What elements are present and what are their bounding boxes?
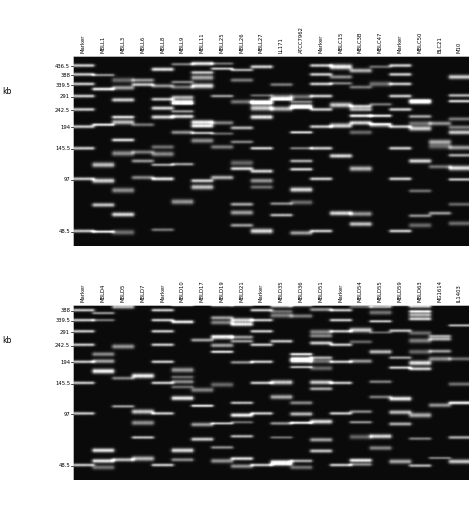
Text: MG1614: MG1614 — [437, 280, 442, 302]
Text: MBLL6: MBLL6 — [140, 36, 145, 53]
Text: MBLD51: MBLD51 — [319, 280, 323, 302]
Text: MBLD19: MBLD19 — [219, 280, 224, 302]
Text: MBLL11: MBLL11 — [200, 33, 205, 53]
Text: 339.5: 339.5 — [55, 83, 70, 87]
Text: 194: 194 — [60, 360, 70, 365]
Text: MBLL25: MBLL25 — [219, 33, 224, 53]
Text: MBLC3B: MBLC3B — [358, 32, 363, 53]
Text: 97: 97 — [64, 411, 70, 417]
Text: MBLD55: MBLD55 — [378, 280, 383, 302]
Text: Marker: Marker — [160, 284, 165, 302]
Text: 242.5: 242.5 — [55, 108, 70, 113]
Text: ATCC7962: ATCC7962 — [299, 26, 303, 53]
Text: Marker: Marker — [319, 35, 323, 53]
Text: BLC21: BLC21 — [437, 37, 442, 53]
Text: MBLD5: MBLD5 — [120, 284, 126, 302]
Text: 436.5: 436.5 — [55, 64, 70, 69]
Text: MBLD36: MBLD36 — [299, 280, 303, 302]
Text: MBLL1: MBLL1 — [100, 36, 106, 53]
Text: MBLL26: MBLL26 — [239, 33, 244, 53]
Text: M10: M10 — [457, 42, 462, 53]
Text: Marker: Marker — [338, 284, 343, 302]
Text: LL171: LL171 — [279, 38, 284, 53]
Text: MBLL3: MBLL3 — [120, 36, 126, 53]
Text: 388: 388 — [60, 308, 70, 313]
Text: kb: kb — [2, 87, 12, 96]
Text: 48.5: 48.5 — [58, 229, 70, 234]
Text: MBLC47: MBLC47 — [378, 32, 383, 53]
Text: 339.5: 339.5 — [55, 318, 70, 323]
Text: 291: 291 — [60, 330, 70, 335]
Text: Marker: Marker — [81, 284, 86, 302]
Text: MBLD21: MBLD21 — [239, 280, 244, 302]
Text: 194: 194 — [60, 125, 70, 130]
Text: MBLC50: MBLC50 — [417, 32, 422, 53]
Text: 291: 291 — [60, 94, 70, 99]
Text: MBLD4: MBLD4 — [100, 284, 106, 302]
Text: MBLD63: MBLD63 — [417, 280, 422, 302]
Text: MBLL8: MBLL8 — [160, 36, 165, 53]
Text: MBLD59: MBLD59 — [398, 280, 402, 302]
Text: MBLD54: MBLD54 — [358, 280, 363, 302]
Text: 145.5: 145.5 — [55, 382, 70, 386]
Text: MBLD7: MBLD7 — [140, 284, 145, 302]
Text: 97: 97 — [64, 177, 70, 182]
Text: MBLL27: MBLL27 — [259, 33, 264, 53]
Text: 48.5: 48.5 — [58, 463, 70, 468]
Text: Marker: Marker — [81, 35, 86, 53]
Text: MBLL9: MBLL9 — [180, 36, 185, 53]
Text: MBLC15: MBLC15 — [338, 32, 343, 53]
Text: MBLD10: MBLD10 — [180, 280, 185, 302]
Text: MBLD35: MBLD35 — [279, 280, 284, 302]
Text: 388: 388 — [60, 73, 70, 78]
Text: 145.5: 145.5 — [55, 146, 70, 151]
Text: 242.5: 242.5 — [55, 343, 70, 348]
Text: IL1403: IL1403 — [457, 284, 462, 302]
Text: MBLD17: MBLD17 — [200, 280, 205, 302]
Text: Marker: Marker — [259, 284, 264, 302]
Text: Marker: Marker — [398, 35, 402, 53]
Text: kb: kb — [2, 336, 12, 345]
